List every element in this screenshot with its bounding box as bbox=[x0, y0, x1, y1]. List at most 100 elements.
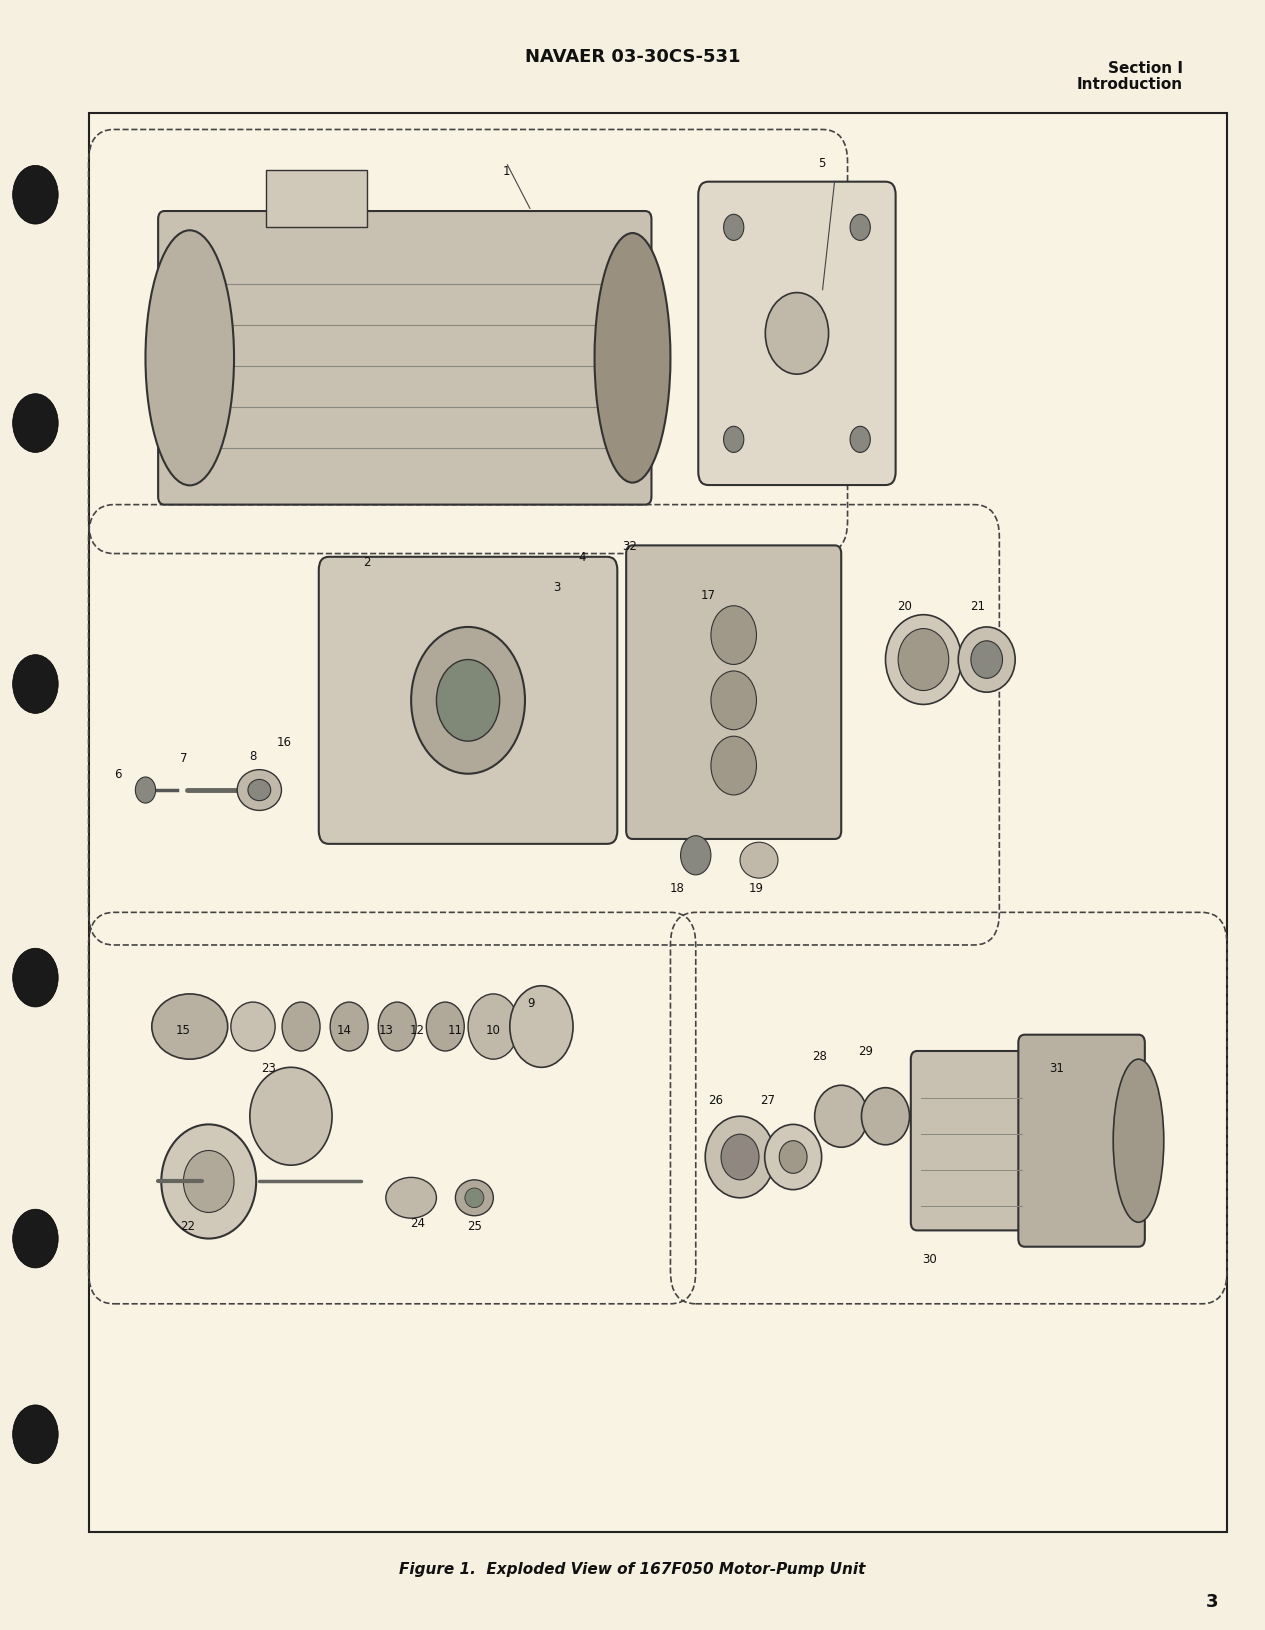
Text: 18: 18 bbox=[669, 882, 684, 895]
Text: 32: 32 bbox=[622, 540, 638, 553]
Ellipse shape bbox=[972, 642, 1002, 678]
Point bbox=[913, 1089, 929, 1108]
Ellipse shape bbox=[426, 1002, 464, 1051]
Circle shape bbox=[850, 215, 870, 241]
Circle shape bbox=[13, 1209, 58, 1268]
Point bbox=[1015, 1125, 1030, 1144]
FancyBboxPatch shape bbox=[158, 212, 651, 505]
Circle shape bbox=[711, 606, 756, 665]
Ellipse shape bbox=[455, 1180, 493, 1216]
Point bbox=[182, 357, 197, 377]
Circle shape bbox=[411, 628, 525, 774]
Point bbox=[913, 1196, 929, 1216]
Point bbox=[1015, 1089, 1030, 1108]
Text: 22: 22 bbox=[180, 1219, 195, 1232]
Ellipse shape bbox=[386, 1177, 436, 1219]
Text: Section I: Section I bbox=[1108, 60, 1183, 77]
Text: 23: 23 bbox=[261, 1061, 276, 1074]
Ellipse shape bbox=[152, 994, 228, 1060]
Text: 28: 28 bbox=[812, 1050, 827, 1063]
Ellipse shape bbox=[510, 986, 573, 1068]
Circle shape bbox=[711, 737, 756, 795]
Circle shape bbox=[850, 427, 870, 453]
Text: 29: 29 bbox=[858, 1045, 873, 1058]
Text: 5: 5 bbox=[818, 156, 826, 170]
FancyBboxPatch shape bbox=[626, 546, 841, 839]
Point bbox=[913, 1125, 929, 1144]
FancyBboxPatch shape bbox=[698, 183, 896, 486]
Text: 19: 19 bbox=[749, 882, 764, 895]
Text: 1: 1 bbox=[502, 165, 510, 178]
Ellipse shape bbox=[595, 235, 670, 484]
Ellipse shape bbox=[230, 1002, 276, 1051]
FancyBboxPatch shape bbox=[319, 557, 617, 844]
Ellipse shape bbox=[378, 1002, 416, 1051]
Circle shape bbox=[711, 672, 756, 730]
FancyBboxPatch shape bbox=[1018, 1035, 1145, 1247]
Text: NAVAER 03-30CS-531: NAVAER 03-30CS-531 bbox=[525, 47, 740, 67]
Text: 7: 7 bbox=[180, 751, 187, 764]
Bar bbox=[266, 171, 367, 228]
Point bbox=[612, 275, 627, 295]
Circle shape bbox=[135, 778, 156, 804]
Text: 9: 9 bbox=[528, 996, 535, 1009]
Ellipse shape bbox=[145, 231, 234, 486]
Point bbox=[612, 398, 627, 417]
Circle shape bbox=[724, 215, 744, 241]
Circle shape bbox=[13, 1405, 58, 1464]
Text: 4: 4 bbox=[578, 551, 586, 564]
Bar bbox=[89, 114, 1227, 1532]
Text: 2: 2 bbox=[363, 556, 371, 569]
Text: 14: 14 bbox=[336, 1024, 352, 1037]
Ellipse shape bbox=[706, 1117, 774, 1198]
Point bbox=[913, 1161, 929, 1180]
Text: 31: 31 bbox=[1049, 1061, 1064, 1074]
Point bbox=[612, 316, 627, 336]
Text: 24: 24 bbox=[410, 1216, 425, 1229]
FancyBboxPatch shape bbox=[911, 1051, 1031, 1231]
Circle shape bbox=[436, 660, 500, 742]
Point bbox=[182, 316, 197, 336]
Ellipse shape bbox=[468, 994, 519, 1060]
Circle shape bbox=[765, 293, 829, 375]
Point bbox=[182, 438, 197, 458]
Text: 12: 12 bbox=[410, 1024, 425, 1037]
Ellipse shape bbox=[886, 616, 961, 704]
Ellipse shape bbox=[721, 1134, 759, 1180]
Point bbox=[612, 357, 627, 377]
Ellipse shape bbox=[248, 781, 271, 800]
Circle shape bbox=[13, 394, 58, 453]
Text: 20: 20 bbox=[897, 600, 912, 613]
Ellipse shape bbox=[238, 769, 281, 812]
Text: 6: 6 bbox=[114, 768, 121, 781]
Text: 8: 8 bbox=[249, 750, 257, 763]
Text: 3: 3 bbox=[553, 580, 560, 593]
Point bbox=[612, 438, 627, 458]
Text: 27: 27 bbox=[760, 1094, 775, 1107]
Ellipse shape bbox=[282, 1002, 320, 1051]
Ellipse shape bbox=[861, 1089, 910, 1144]
Ellipse shape bbox=[779, 1141, 807, 1174]
Circle shape bbox=[13, 166, 58, 225]
Text: 25: 25 bbox=[467, 1219, 482, 1232]
Text: Figure 1.  Exploded View of 167F050 Motor-Pump Unit: Figure 1. Exploded View of 167F050 Motor… bbox=[400, 1560, 865, 1576]
Text: 17: 17 bbox=[701, 588, 716, 601]
Text: 11: 11 bbox=[448, 1024, 463, 1037]
Text: 30: 30 bbox=[922, 1252, 937, 1265]
Ellipse shape bbox=[466, 1188, 483, 1208]
Point bbox=[182, 275, 197, 295]
Point bbox=[1015, 1196, 1030, 1216]
Ellipse shape bbox=[249, 1068, 331, 1165]
Text: 21: 21 bbox=[970, 600, 985, 613]
Ellipse shape bbox=[764, 1125, 822, 1190]
Text: 3: 3 bbox=[1206, 1591, 1218, 1610]
Text: 26: 26 bbox=[708, 1094, 724, 1107]
Ellipse shape bbox=[330, 1002, 368, 1051]
Circle shape bbox=[724, 427, 744, 453]
Ellipse shape bbox=[959, 628, 1015, 693]
Ellipse shape bbox=[815, 1086, 868, 1148]
Text: 15: 15 bbox=[176, 1024, 191, 1037]
Circle shape bbox=[681, 836, 711, 875]
Ellipse shape bbox=[162, 1125, 256, 1239]
Ellipse shape bbox=[1113, 1060, 1164, 1222]
